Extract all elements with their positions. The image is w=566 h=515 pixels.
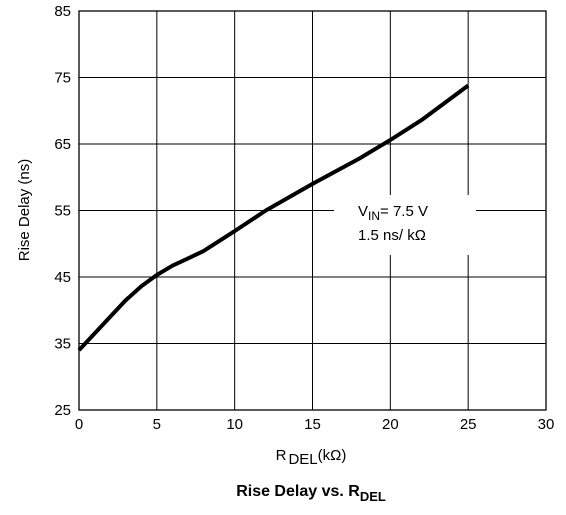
y-tick-label: 45 — [54, 269, 71, 286]
rise-delay-series-line — [77, 83, 470, 352]
y-tick-label: 35 — [54, 336, 71, 353]
annotation-vin-value: = 7.5 V — [380, 203, 428, 220]
x-tick-label: 5 — [153, 416, 161, 433]
series-layer — [77, 83, 470, 352]
y-tick-label: 65 — [54, 136, 71, 153]
x-axis-label-main: R — [276, 447, 287, 464]
x-tick-label: 10 — [226, 416, 243, 433]
x-tick-label: 15 — [304, 416, 321, 433]
x-axis-label-subscript: DEL — [288, 451, 317, 468]
y-tick-label: 75 — [54, 70, 71, 87]
y-tick-label: 85 — [54, 3, 71, 20]
chart-title: Rise Delay vs. RDEL — [236, 483, 386, 504]
annotation-line-2: 1.5 ns/ kΩ — [358, 227, 426, 244]
x-axis-label: R DEL(kΩ) — [276, 447, 347, 468]
chart-title-main: Rise Delay vs. R — [236, 483, 360, 500]
tick-labels: 0 5 10 15 20 25 30 25 35 45 55 65 75 85 — [54, 3, 554, 433]
annotation-vin-subscript: IN — [368, 209, 380, 223]
y-tick-label: 25 — [54, 402, 71, 419]
x-tick-label: 25 — [460, 416, 477, 433]
y-axis-label: Rise Delay (ns) — [16, 159, 33, 262]
annotation: VIN= 7.5 V 1.5 ns/ kΩ — [334, 195, 476, 255]
grid — [79, 11, 546, 410]
annotation-background — [334, 195, 476, 255]
chart-title-subscript: DEL — [360, 489, 386, 504]
x-tick-label: 20 — [382, 416, 399, 433]
x-tick-label: 0 — [75, 416, 83, 433]
x-axis-label-unit: (kΩ) — [318, 447, 347, 464]
y-tick-label: 55 — [54, 203, 71, 220]
annotation-vin-prefix: V — [358, 203, 368, 220]
plot-frame — [78, 10, 547, 411]
x-tick-label: 30 — [538, 416, 555, 433]
annotation-line-1: VIN= 7.5 V — [358, 203, 428, 223]
